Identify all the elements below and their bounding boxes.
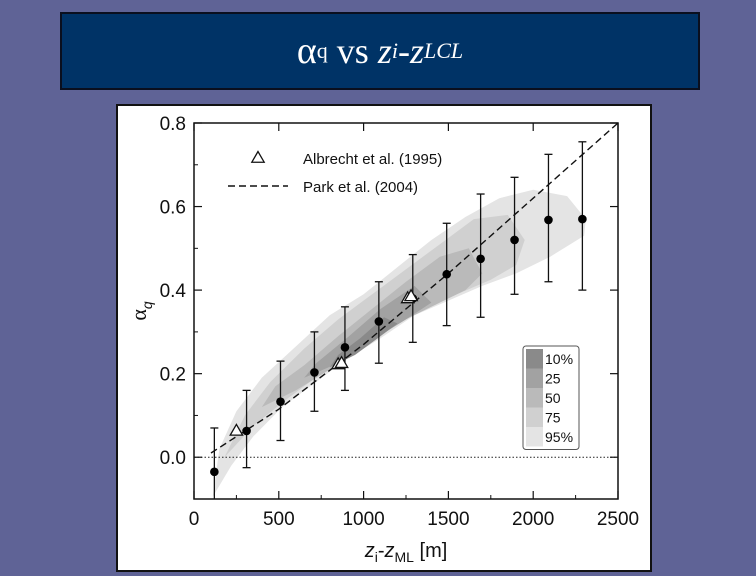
title-zlcl: z: [409, 31, 424, 71]
density-swatch-4: [526, 427, 543, 447]
alpha-q-chart: 0 500 1000 1500 2000 2500 0.0 0.2 0.4 0.6 0.8 zi-zM…: [126, 114, 639, 565]
x-axis-label: zi-zML [m]: [364, 540, 448, 565]
title-alpha-subscript: q: [316, 38, 328, 63]
density-legend: 10% 25 50 75 95%: [522, 345, 580, 450]
mean-point-0: [210, 467, 219, 477]
legend: Albrecht et al. (1995) Park et al. (2004): [228, 151, 442, 196]
mean-point-5: [374, 317, 384, 326]
mean-point-9: [510, 235, 519, 245]
y-tick-label-4: 0.8: [160, 114, 186, 135]
density-contour-0: [212, 189, 586, 497]
mean-point-2: [276, 397, 285, 406]
mean-point-7: [442, 269, 452, 279]
albrecht-triangle-4: [403, 288, 419, 302]
title-vs: vs: [327, 31, 378, 71]
title-greek-alpha: α: [296, 30, 317, 72]
y-tick-label-3: 0.6: [160, 198, 186, 219]
x-tick-label-0: 0: [189, 509, 200, 530]
albrecht-triangle-0: [229, 423, 244, 436]
y-tick-label-1: 0.2: [160, 365, 186, 386]
density-label-3: 75: [545, 410, 561, 426]
density-swatch-0: [526, 349, 543, 369]
density-label-4: 95%: [545, 429, 573, 445]
legend-label-park: Park et al. (2004): [303, 179, 418, 196]
x-tick-label-2: 1000: [342, 509, 384, 530]
mean-point-4: [340, 343, 350, 352]
title-zi: z: [377, 31, 392, 71]
density-label-0: 10%: [545, 351, 573, 367]
mean-point-3: [310, 368, 319, 377]
mean-point-8: [476, 254, 485, 264]
x-tick-label-1: 500: [263, 509, 295, 530]
legend-label-albrecht: Albrecht et al. (1995): [303, 151, 442, 168]
legend-triangle-icon: [250, 150, 266, 163]
y-tick-label-0: 0.0: [160, 448, 186, 469]
density-swatch-3: [526, 407, 543, 427]
y-axis-label: αq: [126, 301, 155, 321]
title-dash: -: [397, 31, 410, 71]
density-label-2: 50: [545, 390, 561, 406]
x-tick-label-3: 1500: [427, 509, 469, 530]
y-tick-label-2: 0.4: [160, 281, 187, 302]
x-tick-label-5: 2500: [597, 509, 639, 530]
density-label-1: 25: [545, 371, 561, 387]
mean-point-11: [578, 214, 587, 224]
x-tick-label-4: 2000: [512, 509, 554, 530]
mean-point-10: [544, 215, 553, 225]
density-swatch-2: [526, 388, 543, 408]
chart-panel: 0 500 1000 1500 2000 2500 0.0 0.2 0.4 0.6 0.8 zi-zM…: [116, 104, 652, 572]
density-contours: [212, 189, 586, 497]
albrecht-triangle-2: [334, 355, 349, 369]
title-zi-subscript: i: [391, 38, 398, 63]
park-dashed-line: [210, 123, 618, 454]
density-swatch-1: [526, 368, 543, 388]
title-zlcl-subscript: LCL: [423, 38, 464, 63]
mean-point-1: [242, 426, 251, 436]
